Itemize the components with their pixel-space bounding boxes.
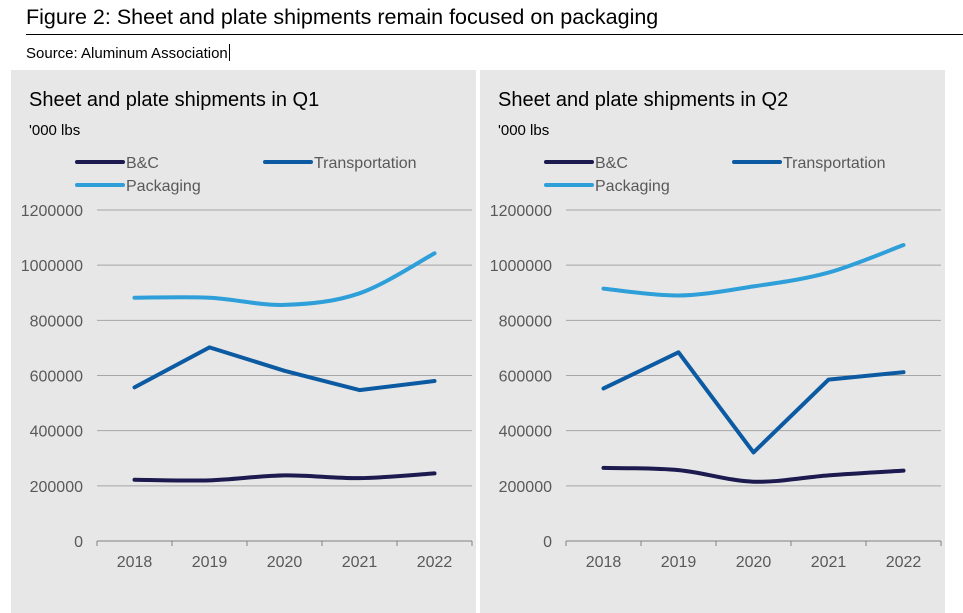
x-tick-label: 2018 [117,554,153,571]
x-tick-label: 2018 [586,554,622,571]
source-note: Source: Aluminum Association [26,44,230,62]
y-tick-label: 600000 [499,369,552,386]
figure-title: Figure 2: Sheet and plate shipments rema… [26,5,659,29]
x-tick-label: 2020 [267,554,303,571]
y-tick-label: 400000 [30,424,83,441]
y-tick-label: 0 [543,534,552,551]
legend-label: B&C [595,155,628,172]
y-tick-label: 800000 [499,313,552,330]
legend-item-transportation: Transportation [263,155,417,172]
y-tick-label: 1000000 [490,258,552,275]
chart-title: Sheet and plate shipments in Q2 [498,89,788,111]
source-text: Source: Aluminum Association [26,45,228,62]
y-tick-label: 600000 [30,369,83,386]
y-axis-unit-label: '000 lbs [498,122,549,139]
y-tick-label: 200000 [499,479,552,496]
text-cursor [228,44,230,61]
x-tick-label: 2022 [886,554,922,571]
x-tick-label: 2021 [342,554,378,571]
y-tick-label: 0 [74,534,83,551]
chart-title: Sheet and plate shipments in Q1 [29,89,319,111]
title-divider [26,34,963,35]
y-tick-label: 1200000 [21,203,83,220]
y-tick-label: 200000 [30,479,83,496]
chart-svg: Sheet and plate shipments in Q2 '000 lbs B… [490,89,942,571]
legend-item-packaging: Packaging [544,178,670,195]
series-line-b-c [132,471,437,483]
x-tick-label: 2021 [811,554,847,571]
series-line-b-c [601,465,906,484]
chart-panel-q2: Sheet and plate shipments in Q2 '000 lbs B… [480,70,945,613]
y-tick-label: 1000000 [21,258,83,275]
legend-label: B&C [126,155,159,172]
legend-item-b-c: B&C [75,155,159,172]
x-tick-label: 2019 [661,554,697,571]
x-tick-label: 2019 [192,554,228,571]
series-line-transportation [132,345,437,393]
legend-label: Transportation [783,155,886,172]
legend-label: Packaging [595,178,670,195]
chart-panel-q1: Sheet and plate shipments in Q1 '000 lbs B… [11,70,476,613]
legend-label: Transportation [314,155,417,172]
y-tick-label: 400000 [499,424,552,441]
y-axis-unit-label: '000 lbs [29,122,80,139]
y-tick-label: 1200000 [490,203,552,220]
legend-label: Packaging [126,178,201,195]
series-line-packaging [132,251,437,307]
x-tick-label: 2022 [417,554,453,571]
legend-item-transportation: Transportation [732,155,886,172]
y-tick-label: 800000 [30,313,83,330]
chart-svg: Sheet and plate shipments in Q1 '000 lbs B… [21,89,473,571]
x-tick-label: 2020 [736,554,772,571]
legend-item-packaging: Packaging [75,178,201,195]
series-line-transportation [601,350,906,455]
series-line-packaging [601,243,906,298]
legend-item-b-c: B&C [544,155,628,172]
